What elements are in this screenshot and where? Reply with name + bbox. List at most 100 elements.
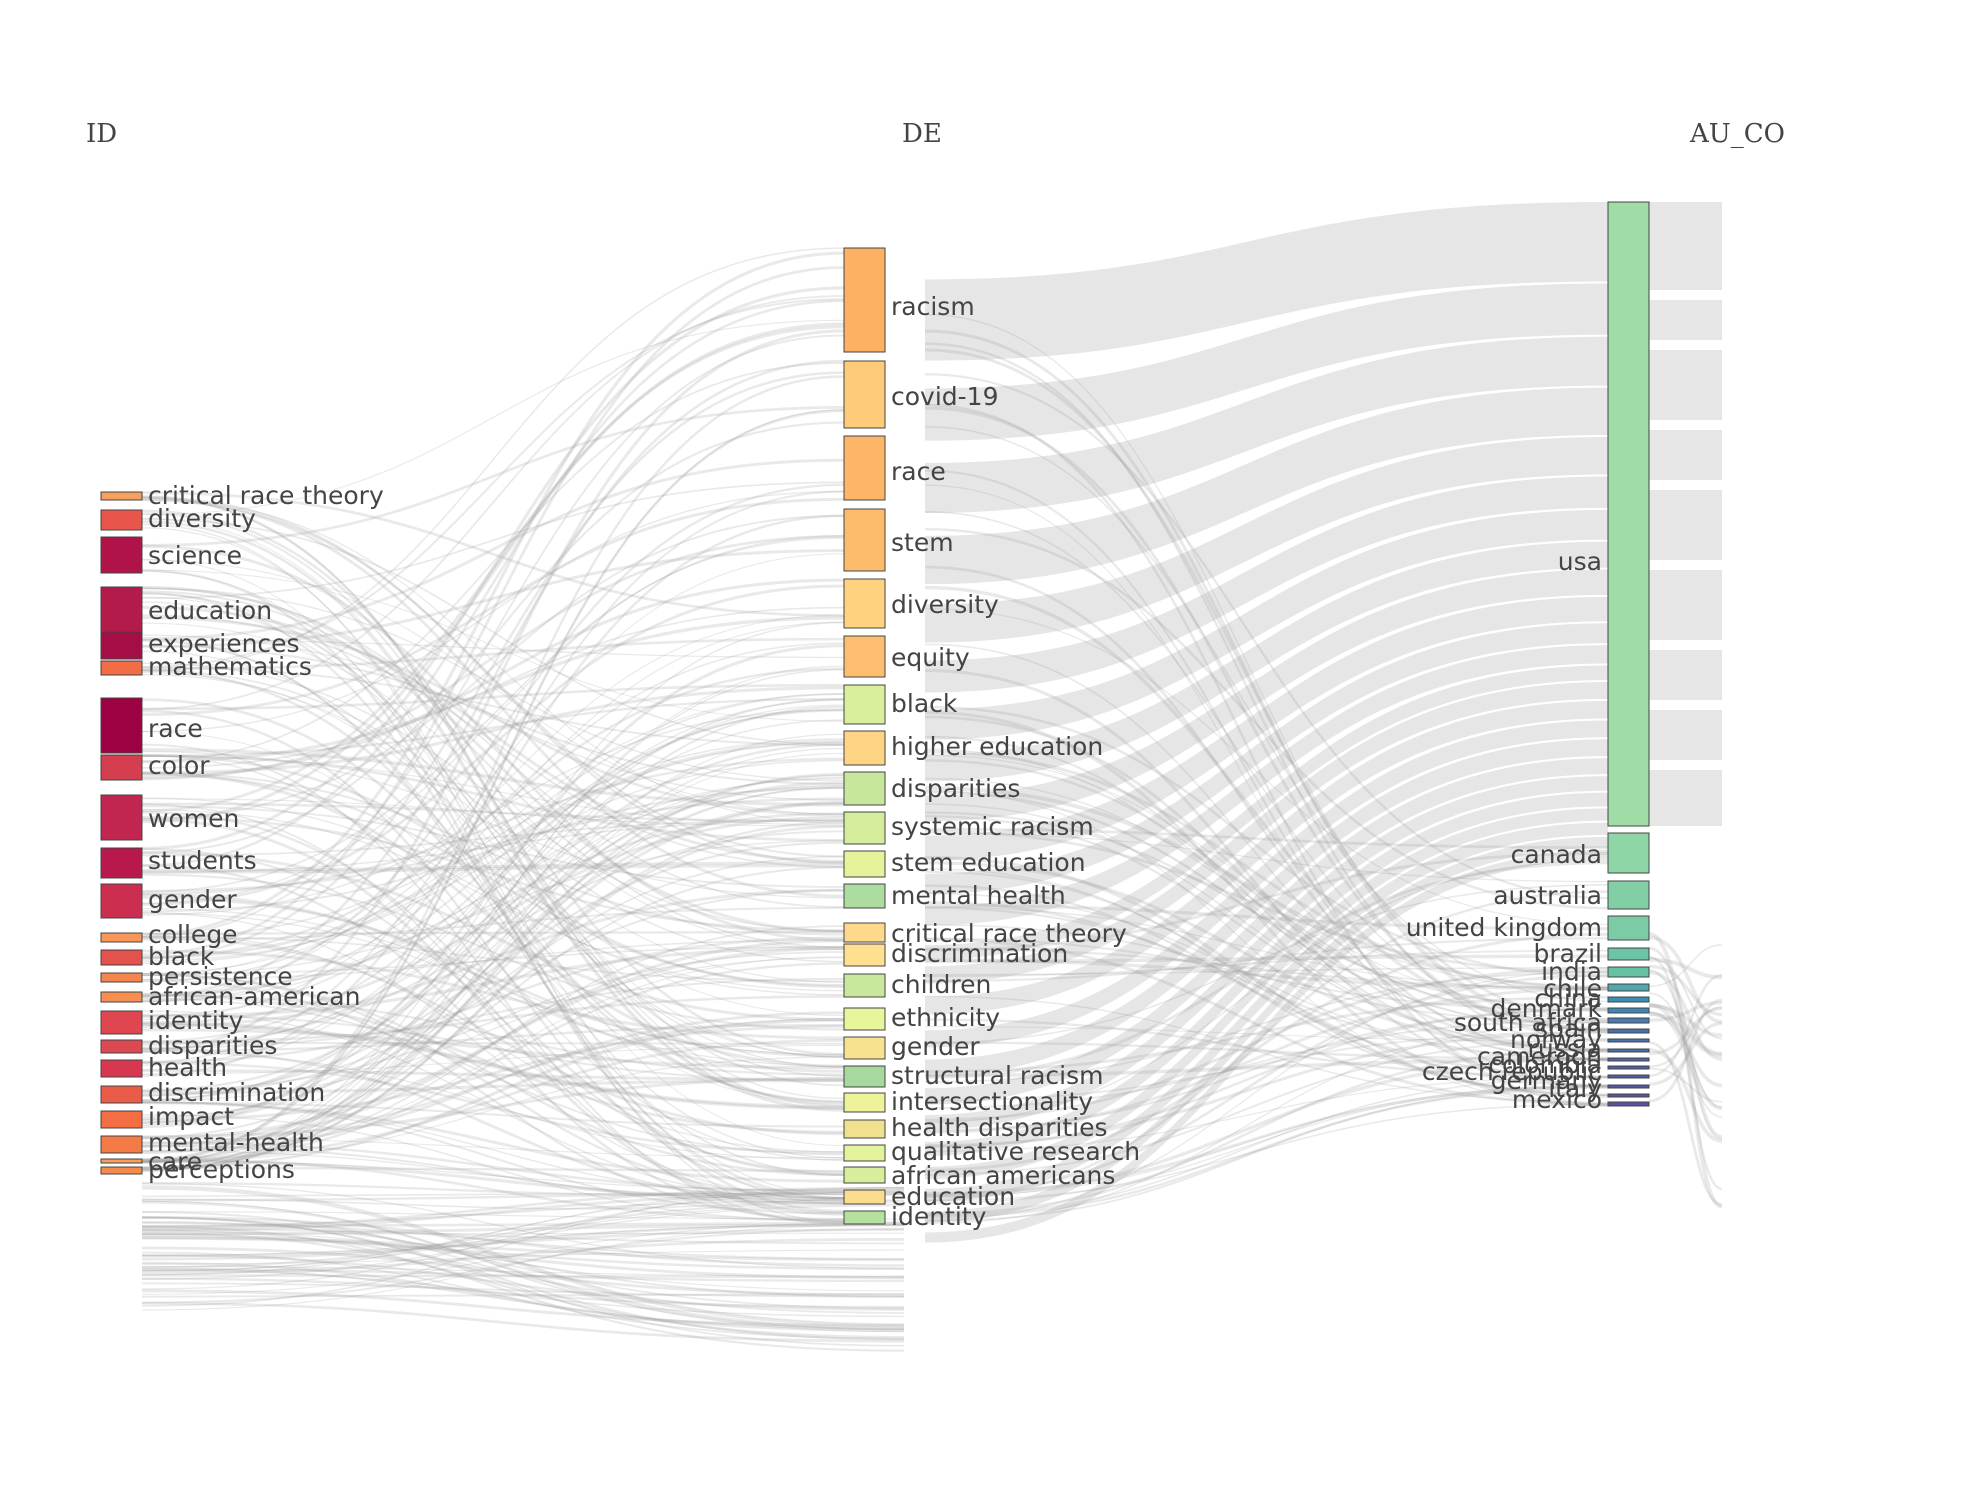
node-de-identity[interactable] xyxy=(843,1210,886,1225)
node-de-african-americans[interactable] xyxy=(843,1166,886,1184)
node-au-co-colombia[interactable] xyxy=(1607,1065,1650,1070)
flow-link xyxy=(141,1185,905,1325)
node-de-systemic-racism[interactable] xyxy=(843,811,886,845)
flow-link xyxy=(141,1221,905,1295)
node-de-children[interactable] xyxy=(843,973,886,998)
flow-link xyxy=(141,771,845,936)
flow-link xyxy=(924,987,1609,1134)
node-id-perceptions[interactable] xyxy=(100,1166,143,1175)
node-id-mental-health[interactable] xyxy=(100,1135,143,1154)
node-de-intersectionality[interactable] xyxy=(843,1092,886,1113)
flow-band xyxy=(1649,770,1722,826)
node-id-gender[interactable] xyxy=(100,883,143,919)
node-id-college[interactable] xyxy=(100,932,143,943)
node-de-qualitative-research[interactable] xyxy=(843,1144,886,1162)
label-au-co-norway: norway xyxy=(1510,1025,1602,1054)
node-id-disparities[interactable] xyxy=(100,1039,143,1054)
flow-link xyxy=(141,812,845,996)
node-de-covid-19[interactable] xyxy=(843,360,886,429)
node-au-co-spain[interactable] xyxy=(1607,1028,1650,1034)
flow-link xyxy=(1648,931,1723,1209)
node-id-science[interactable] xyxy=(100,536,143,574)
flow-link xyxy=(141,375,845,1163)
node-id-color[interactable] xyxy=(100,754,143,781)
flow-link xyxy=(141,1246,905,1297)
column-title-au-co: AU_CO xyxy=(1689,119,1785,149)
node-au-co-czech-republic[interactable] xyxy=(1607,1074,1650,1079)
flow-link xyxy=(141,1224,905,1311)
node-id-persistence[interactable] xyxy=(100,972,143,983)
node-id-education[interactable] xyxy=(100,586,143,633)
node-au-co-canada[interactable] xyxy=(1607,832,1650,874)
flow-link xyxy=(141,1231,905,1339)
flow-link xyxy=(141,841,845,1097)
node-id-black[interactable] xyxy=(100,949,143,966)
flow-link xyxy=(924,815,1609,1052)
node-de-racism[interactable] xyxy=(843,247,886,353)
flow-link xyxy=(924,786,1609,989)
node-de-higher-education[interactable] xyxy=(843,730,886,766)
node-au-co-mexico[interactable] xyxy=(1607,1101,1650,1107)
node-au-co-denmark[interactable] xyxy=(1607,1007,1650,1014)
node-au-co-germany[interactable] xyxy=(1607,1084,1650,1089)
label-de-education: education xyxy=(891,1182,1015,1211)
node-id-identity[interactable] xyxy=(100,1010,143,1035)
node-id-discrimination[interactable] xyxy=(100,1085,143,1104)
flow-link xyxy=(141,709,845,916)
node-au-co-norway[interactable] xyxy=(1607,1038,1650,1043)
node-au-co-india[interactable] xyxy=(1607,966,1650,978)
node-id-race[interactable] xyxy=(100,697,143,754)
node-au-co-south-africa[interactable] xyxy=(1607,1017,1650,1024)
label-de-disparities: disparities xyxy=(891,774,1020,803)
flow-link xyxy=(141,668,845,1163)
node-de-race[interactable] xyxy=(843,435,886,501)
node-de-stem[interactable] xyxy=(843,508,886,572)
node-de-ethnicity[interactable] xyxy=(843,1007,886,1031)
flow-link xyxy=(924,803,1609,1051)
node-au-co-china[interactable] xyxy=(1607,996,1650,1003)
node-id-women[interactable] xyxy=(100,794,143,841)
label-de-mental-health: mental health xyxy=(891,881,1066,910)
node-id-mathematics[interactable] xyxy=(100,660,143,676)
flow-link xyxy=(924,861,1609,1053)
node-de-health-disparities[interactable] xyxy=(843,1119,886,1139)
flow-link xyxy=(924,903,1609,931)
node-de-discrimination[interactable] xyxy=(843,943,886,967)
flow-link xyxy=(141,739,845,960)
node-au-co-brazil[interactable] xyxy=(1607,947,1650,961)
flow-link xyxy=(924,832,1609,883)
node-de-equity[interactable] xyxy=(843,635,886,678)
node-de-gender[interactable] xyxy=(843,1036,886,1060)
node-au-co-usa[interactable] xyxy=(1607,201,1650,827)
node-de-black[interactable] xyxy=(843,684,886,725)
node-au-co-australia[interactable] xyxy=(1607,880,1650,910)
node-id-students[interactable] xyxy=(100,847,143,879)
node-id-health[interactable] xyxy=(100,1059,143,1078)
flow-link xyxy=(924,890,1609,1202)
node-de-structural-racism[interactable] xyxy=(843,1065,886,1088)
label-au-co-denmark: denmark xyxy=(1490,994,1602,1023)
node-au-co-united-kingdom[interactable] xyxy=(1607,915,1650,941)
node-id-experiences[interactable] xyxy=(100,631,143,660)
node-de-critical-race-theory[interactable] xyxy=(843,922,886,943)
node-de-diversity[interactable] xyxy=(843,578,886,629)
node-id-care[interactable] xyxy=(100,1158,143,1164)
node-au-co-chile[interactable] xyxy=(1607,983,1650,992)
flow-link xyxy=(141,1137,845,1159)
node-de-mental-health[interactable] xyxy=(843,883,886,909)
node-de-education[interactable] xyxy=(843,1189,886,1205)
label-id-experiences: experiences xyxy=(148,629,300,658)
label-de-ethnicity: ethnicity xyxy=(891,1003,1000,1032)
flow-link xyxy=(924,735,1609,1061)
flow-link xyxy=(141,1182,905,1270)
flow-link xyxy=(1648,957,1723,980)
node-au-co-russia[interactable] xyxy=(1607,1048,1650,1053)
node-au-co-italy[interactable] xyxy=(1607,1093,1650,1098)
node-au-co-cameroon[interactable] xyxy=(1607,1057,1650,1062)
node-id-african-american[interactable] xyxy=(100,991,143,1003)
node-de-stem-education[interactable] xyxy=(843,850,886,878)
node-id-impact[interactable] xyxy=(100,1110,143,1129)
node-de-disparities[interactable] xyxy=(843,771,886,806)
node-id-diversity[interactable] xyxy=(100,509,143,531)
node-id-critical-race-theory[interactable] xyxy=(100,491,143,501)
